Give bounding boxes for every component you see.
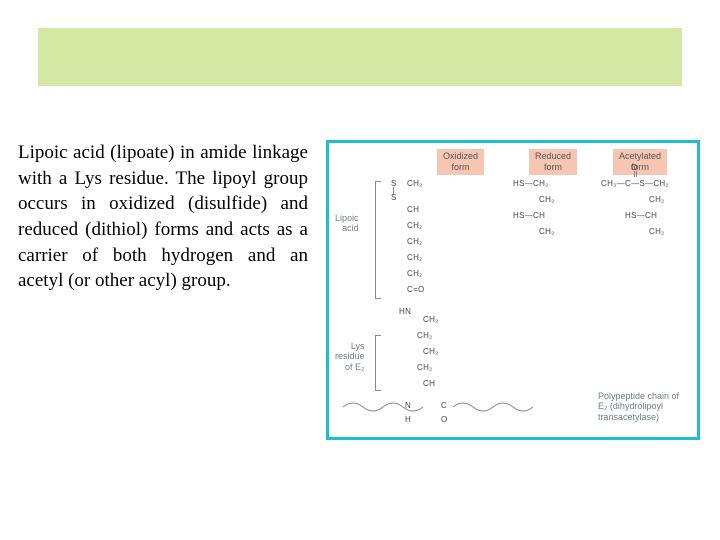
wavy-right <box>453 397 543 417</box>
header-reduced: Reducedform <box>529 149 577 175</box>
bracket-lys <box>375 335 381 391</box>
am-4: CH₂ <box>417 363 433 373</box>
ac-dbond2 <box>636 171 637 177</box>
wavy-left <box>343 397 433 417</box>
ox-7: CH₂ <box>407 269 423 279</box>
ox-5: CH₂ <box>407 237 423 247</box>
red-3: CH₂ <box>539 227 555 237</box>
am-0: HN <box>399 307 411 317</box>
am-1: CH₂ <box>423 315 439 325</box>
content-row: Lipoic acid (lipoate) in amide linkage w… <box>18 140 702 440</box>
ac-dbond <box>634 171 635 177</box>
figure-column: Oxidizedform Reducedform Acetylatedform … <box>326 140 702 440</box>
header-acetylated: Acetylatedform <box>613 149 667 175</box>
bf-o: O <box>441 415 448 425</box>
body-paragraph: Lipoic acid (lipoate) in amide linkage w… <box>18 140 308 294</box>
figure-box: Oxidizedform Reducedform Acetylatedform … <box>326 140 700 440</box>
bracket-lipoic <box>375 181 381 299</box>
label-lys: Lysresidueof E₂ <box>335 341 365 372</box>
header-band <box>38 28 682 86</box>
bf-c: C <box>441 401 447 411</box>
paragraph-text: Lipoic acid (lipoate) in amide linkage w… <box>18 140 308 440</box>
ac-0: CH₂ <box>649 195 665 205</box>
ox-2: CH₂ <box>407 179 423 189</box>
ac-1: HS—CH <box>625 211 657 221</box>
ox-4: CH₂ <box>407 221 423 231</box>
ox-8: C=O <box>407 285 425 295</box>
red-1: CH₂ <box>539 195 555 205</box>
bf-h: H <box>405 415 411 425</box>
am-2: CH₂ <box>417 331 433 341</box>
ac-2: CH₂ <box>649 227 665 237</box>
poly-caption: Polypeptide chain ofE₂ (dihydrolipoyltra… <box>598 391 679 423</box>
red-0: HS—CH₂ <box>513 179 549 189</box>
ox-3: CH <box>407 205 419 215</box>
ox-1: S <box>391 193 397 203</box>
header-oxidized: Oxidizedform <box>437 149 484 175</box>
ac-line: CH₃—C—S—CH₂ <box>601 179 669 189</box>
am-3: CH₂ <box>423 347 439 357</box>
label-lipoic: Lipoicacid <box>335 213 359 234</box>
am-5: CH <box>423 379 435 389</box>
red-2: HS—CH <box>513 211 545 221</box>
ox-6: CH₂ <box>407 253 423 263</box>
bf-n: N <box>405 401 411 411</box>
